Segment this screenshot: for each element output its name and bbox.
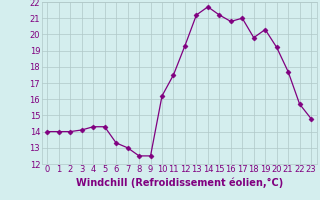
X-axis label: Windchill (Refroidissement éolien,°C): Windchill (Refroidissement éolien,°C): [76, 177, 283, 188]
